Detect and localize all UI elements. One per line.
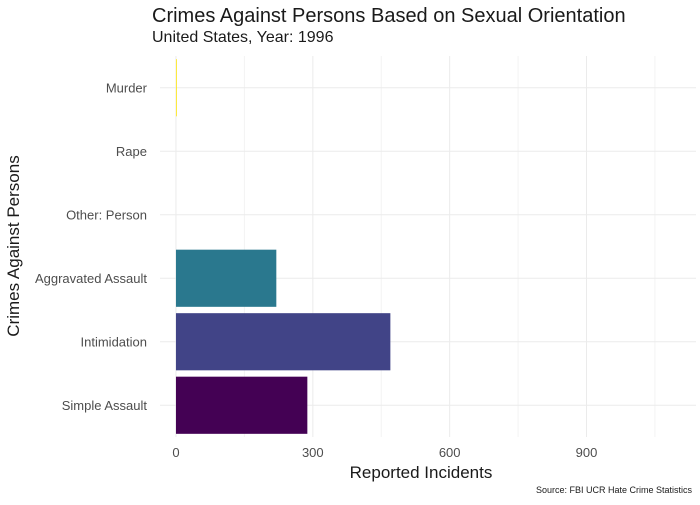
y-tick-label: Murder [106, 80, 148, 95]
category-labels: Murder Rape Other: Person Aggravated Assaul… [35, 80, 148, 413]
bars [175, 59, 391, 434]
x-tick-label: 0 [172, 445, 179, 460]
chart-subtitle: United States, Year: 1996 [152, 29, 334, 46]
x-tick-label: 300 [302, 445, 324, 460]
x-axis-title: Reported Incidents [350, 463, 493, 482]
y-tick-label: Rape [116, 144, 147, 159]
bar-aggravated-assault [175, 249, 277, 307]
source-caption: Source: FBI UCR Hate Crime Statistics [536, 485, 693, 495]
y-tick-label: Intimidation [81, 334, 147, 349]
bar-simple-assault [175, 376, 308, 434]
y-tick-label: Aggravated Assault [35, 271, 147, 286]
x-tick-labels: 0 300 600 900 [172, 445, 597, 460]
x-tick-label: 900 [576, 445, 598, 460]
y-tick-label: Other: Person [66, 207, 147, 222]
x-tick-label: 600 [439, 445, 461, 460]
bar-intimidation [175, 313, 391, 371]
bar-murder [175, 59, 177, 117]
chart-title: Crimes Against Persons Based on Sexual O… [152, 5, 626, 27]
y-tick-label: Simple Assault [62, 398, 148, 413]
y-axis-title: Crimes Against Persons [4, 155, 23, 336]
